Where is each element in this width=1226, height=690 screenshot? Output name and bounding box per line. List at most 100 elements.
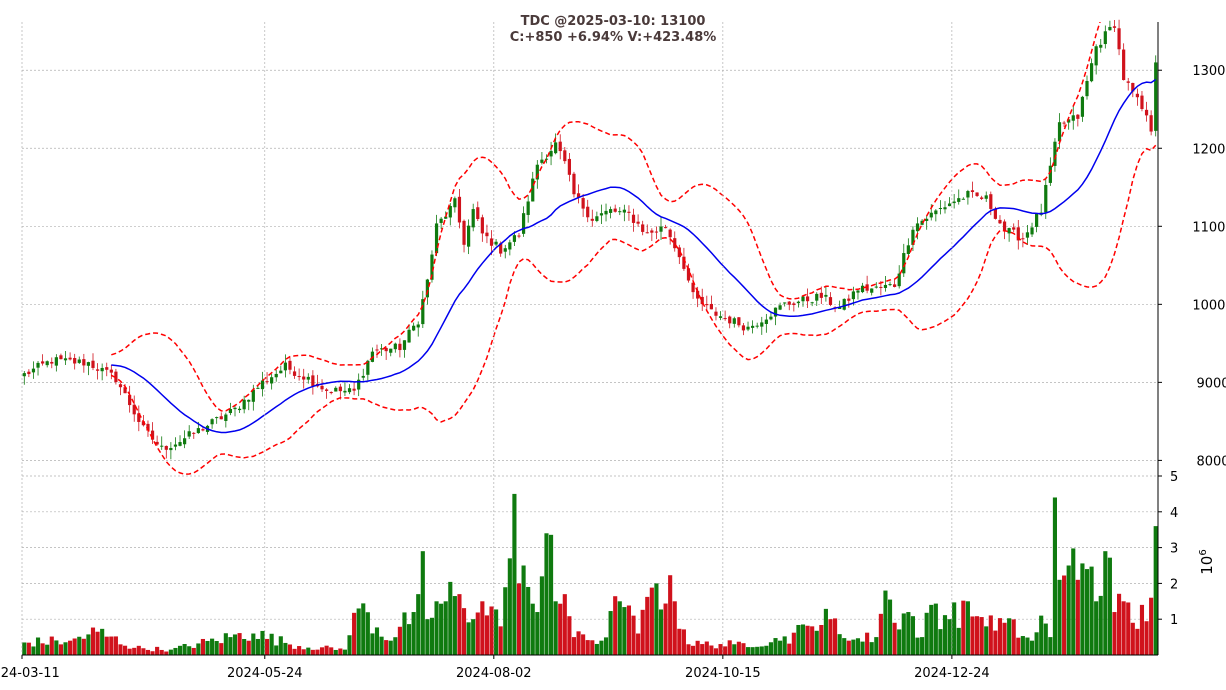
volume-bar <box>434 601 439 655</box>
volume-bar <box>58 644 63 655</box>
volume-bar <box>159 649 164 655</box>
volume-bar <box>970 616 975 655</box>
volume-bar <box>906 612 911 655</box>
volume-bar <box>228 637 233 655</box>
price-tick-label: 9000 <box>1196 376 1226 391</box>
candle-body <box>531 178 535 202</box>
volume-bar <box>1080 563 1085 655</box>
candle-body <box>769 316 773 320</box>
candle-body <box>375 349 379 351</box>
volume-bar <box>22 642 27 655</box>
candle-body <box>558 141 562 152</box>
chart-title-line2: C:+850 +6.94% V:+423.48% <box>510 30 717 45</box>
volume-bar <box>915 637 920 655</box>
candle-body <box>297 376 301 378</box>
volume-bar <box>622 607 627 655</box>
volume-bar <box>750 647 755 655</box>
candle-body <box>503 248 507 252</box>
candle-body <box>27 371 31 375</box>
volume-bar <box>1144 621 1149 655</box>
candle-body <box>1021 238 1025 240</box>
volume-bar <box>997 618 1003 655</box>
candle-body <box>554 142 558 154</box>
candle-body <box>187 431 191 437</box>
volume-bar <box>791 632 796 655</box>
volume-bar <box>745 647 751 655</box>
volume-bar <box>283 642 288 655</box>
volume-bar <box>498 626 503 655</box>
volume-bar <box>512 493 517 655</box>
candle-body <box>732 318 736 324</box>
candle-body <box>737 317 741 326</box>
volume-bar <box>833 618 838 655</box>
candle-body <box>45 361 49 366</box>
volume-bar <box>993 630 998 655</box>
candle-body <box>741 325 746 331</box>
candle-body <box>893 284 897 287</box>
candle-body <box>682 256 686 269</box>
candle-body <box>242 399 246 410</box>
candle-body <box>357 379 361 390</box>
candle-body <box>302 376 306 380</box>
candle-body <box>164 445 168 450</box>
volume-bar <box>35 637 41 655</box>
candle-body <box>970 190 975 193</box>
candle-body <box>389 348 393 353</box>
volume-bar <box>81 638 86 655</box>
candle-body <box>906 245 910 255</box>
candle-body <box>938 208 943 210</box>
volume-bar <box>773 638 778 655</box>
volume-bar <box>718 644 723 655</box>
candle-body <box>613 208 617 212</box>
volume-bar <box>814 630 819 655</box>
candle-body <box>494 241 498 245</box>
volume-bar <box>590 640 595 655</box>
volume-bar <box>658 609 664 655</box>
candle-body <box>36 362 40 368</box>
volume-bar <box>874 637 879 655</box>
candle-body <box>430 254 434 280</box>
candle-body <box>1053 141 1057 166</box>
volume-bar <box>865 632 870 655</box>
candle-body <box>645 232 649 234</box>
volume-bar <box>425 619 430 655</box>
candle-body <box>659 226 663 232</box>
volume-bar <box>187 646 192 655</box>
candle-body <box>471 209 475 228</box>
candle-body <box>902 253 906 274</box>
volume-bar <box>118 644 123 655</box>
candle-body <box>439 218 443 223</box>
volume-bar <box>223 633 228 655</box>
candle-body <box>31 368 36 373</box>
candle-body <box>1099 44 1103 48</box>
candle-body <box>485 232 489 237</box>
candle-body <box>540 159 544 163</box>
volume-bar <box>109 636 114 655</box>
candle-body <box>270 377 274 384</box>
candle-body <box>815 293 819 301</box>
volume-bar <box>860 641 865 655</box>
volume-bar <box>461 608 467 655</box>
candle-body <box>668 229 672 238</box>
candle-body <box>59 355 63 360</box>
candle-body <box>210 419 214 425</box>
volume-bar <box>466 622 471 655</box>
candle-body <box>100 367 104 372</box>
volume-bar <box>200 638 205 655</box>
volume-bar <box>1052 497 1057 655</box>
volume-bar <box>594 643 599 655</box>
candle-body <box>975 192 979 196</box>
volume-bar <box>155 646 160 655</box>
volume-bar <box>1084 569 1090 655</box>
candle-body <box>118 384 123 388</box>
candle-body <box>654 231 659 233</box>
volume-bar <box>45 644 50 655</box>
candle-body <box>952 201 956 204</box>
volume-bar <box>1043 623 1048 655</box>
volume-bar <box>324 645 329 655</box>
candle-body <box>874 286 878 288</box>
volume-bar <box>700 644 705 655</box>
candle-body <box>792 303 796 306</box>
candle-body <box>860 285 865 293</box>
candle-body <box>73 357 77 364</box>
